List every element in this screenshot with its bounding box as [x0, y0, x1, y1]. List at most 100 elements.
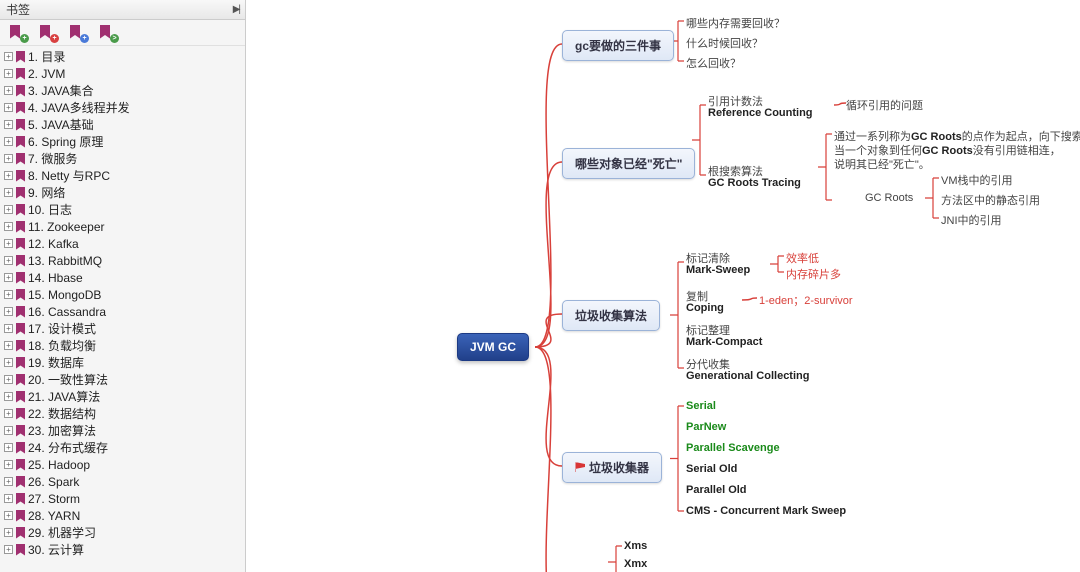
mindmap-text[interactable]: GC Roots	[865, 192, 913, 204]
mindmap-text[interactable]: 哪些内存需要回收？	[686, 15, 785, 31]
bookmark-item[interactable]: +3. JAVA集合	[4, 82, 245, 99]
mindmap-text[interactable]: ParNew	[686, 421, 726, 433]
expand-icon[interactable]: +	[4, 103, 13, 112]
expand-icon[interactable]: +	[4, 324, 13, 333]
mindmap-text[interactable]: 什么时候回收？	[686, 35, 763, 51]
bookmark-item[interactable]: +9. 网络	[4, 184, 245, 201]
bookmark-item[interactable]: +27. Storm	[4, 490, 245, 507]
bookmark-item[interactable]: +20. 一致性算法	[4, 371, 245, 388]
expand-icon[interactable]: +	[4, 443, 13, 452]
expand-icon[interactable]: +	[4, 290, 13, 299]
bookmark-item[interactable]: +4. JAVA多线程并发	[4, 99, 245, 116]
bookmark-ribbon-icon	[16, 374, 25, 386]
bookmark-item[interactable]: +7. 微服务	[4, 150, 245, 167]
mindmap-text[interactable]: GC Roots Tracing	[708, 177, 801, 189]
bookmark-item[interactable]: +28. YARN	[4, 507, 245, 524]
expand-icon[interactable]: +	[4, 86, 13, 95]
expand-icon[interactable]: +	[4, 341, 13, 350]
mindmap-text[interactable]: Reference Counting	[708, 107, 813, 119]
mindmap-canvas[interactable]: JVM GC gc要做的三件事哪些对象已经"死亡" 垃圾收集算法垃圾收集器 哪些内存需…	[246, 0, 1080, 572]
expand-icon[interactable]: +	[4, 528, 13, 537]
bookmark-item[interactable]: +10. 日志	[4, 201, 245, 218]
mindmap-text[interactable]: VM栈中的引用	[941, 172, 1013, 188]
expand-icon[interactable]: +	[4, 205, 13, 214]
expand-icon[interactable]: +	[4, 222, 13, 231]
mindmap-node[interactable]: gc要做的三件事	[562, 30, 674, 61]
mindmap-node[interactable]: 哪些对象已经"死亡"	[562, 148, 695, 179]
mindmap-text[interactable]: Coping	[686, 302, 724, 314]
bookmark-item[interactable]: +30. 云计算	[4, 541, 245, 558]
expand-icon[interactable]: +	[4, 477, 13, 486]
mindmap-text[interactable]: 方法区中的静态引用	[941, 192, 1040, 208]
expand-icon[interactable]: +	[4, 545, 13, 554]
mindmap-node[interactable]: 垃圾收集器	[562, 452, 662, 483]
toolbar-bookmark-icon[interactable]: >	[100, 25, 116, 41]
expand-icon[interactable]: +	[4, 154, 13, 163]
bookmark-ribbon-icon	[16, 544, 25, 556]
bookmark-item[interactable]: +19. 数据库	[4, 354, 245, 371]
expand-icon[interactable]: +	[4, 120, 13, 129]
expand-icon[interactable]: +	[4, 307, 13, 316]
expand-icon[interactable]: +	[4, 409, 13, 418]
mindmap-node[interactable]: 垃圾收集算法	[562, 300, 660, 331]
bookmark-item[interactable]: +25. Hadoop	[4, 456, 245, 473]
bookmark-item[interactable]: +13. RabbitMQ	[4, 252, 245, 269]
expand-icon[interactable]: +	[4, 188, 13, 197]
mindmap-text[interactable]: Serial	[686, 400, 716, 412]
mindmap-text[interactable]: JNI中的引用	[941, 212, 1002, 228]
expand-icon[interactable]: +	[4, 358, 13, 367]
mindmap-text[interactable]: Parallel Scavenge	[686, 442, 780, 454]
expand-icon[interactable]: +	[4, 52, 13, 61]
bookmark-item[interactable]: +12. Kafka	[4, 235, 245, 252]
mindmap-text[interactable]: Mark-Sweep	[686, 264, 750, 276]
mindmap-text[interactable]: Xmx	[624, 558, 647, 570]
expand-icon[interactable]: +	[4, 137, 13, 146]
expand-icon[interactable]: +	[4, 239, 13, 248]
mindmap-text[interactable]: Mark-Compact	[686, 336, 762, 348]
expand-icon[interactable]: +	[4, 375, 13, 384]
mindmap-text[interactable]: 效率低	[786, 250, 819, 266]
bookmark-item[interactable]: +29. 机器学习	[4, 524, 245, 541]
expand-icon[interactable]: +	[4, 494, 13, 503]
mindmap-text[interactable]: Generational Collecting	[686, 370, 809, 382]
expand-icon[interactable]: +	[4, 273, 13, 282]
toolbar-bookmark-icon[interactable]: +	[10, 25, 26, 41]
toolbar-bookmark-icon[interactable]: +	[40, 25, 56, 41]
bookmark-item[interactable]: +23. 加密算法	[4, 422, 245, 439]
expand-icon[interactable]: +	[4, 171, 13, 180]
bookmark-item[interactable]: +22. 数据结构	[4, 405, 245, 422]
mindmap-text[interactable]: 1-eden；2-survivor	[759, 292, 853, 308]
mindmap-root-node[interactable]: JVM GC	[457, 333, 529, 361]
bookmark-item[interactable]: +6. Spring 原理	[4, 133, 245, 150]
mindmap-text[interactable]: 循环引用的问题	[846, 97, 923, 113]
collapse-icon[interactable]: ▶|	[233, 0, 239, 20]
bookmark-item[interactable]: +24. 分布式缓存	[4, 439, 245, 456]
expand-icon[interactable]: +	[4, 460, 13, 469]
expand-icon[interactable]: +	[4, 69, 13, 78]
bookmark-item[interactable]: +1. 目录	[4, 48, 245, 65]
bookmark-item[interactable]: +14. Hbase	[4, 269, 245, 286]
bookmark-item[interactable]: +18. 负载均衡	[4, 337, 245, 354]
bookmark-list[interactable]: +1. 目录+2. JVM+3. JAVA集合+4. JAVA多线程并发+5. …	[0, 46, 245, 572]
expand-icon[interactable]: +	[4, 256, 13, 265]
bookmark-item[interactable]: +8. Netty 与RPC	[4, 167, 245, 184]
expand-icon[interactable]: +	[4, 426, 13, 435]
bookmark-item[interactable]: +11. Zookeeper	[4, 218, 245, 235]
bookmark-item[interactable]: +5. JAVA基础	[4, 116, 245, 133]
mindmap-text[interactable]: Xms	[624, 540, 647, 552]
expand-icon[interactable]: +	[4, 392, 13, 401]
mindmap-text[interactable]: Parallel Old	[686, 484, 747, 496]
expand-icon[interactable]: +	[4, 511, 13, 520]
mindmap-text[interactable]: 内存碎片多	[786, 266, 841, 282]
mindmap-text[interactable]: 怎么回收？	[686, 55, 741, 71]
bookmark-item[interactable]: +2. JVM	[4, 65, 245, 82]
bookmark-item[interactable]: +15. MongoDB	[4, 286, 245, 303]
bookmark-item[interactable]: +21. JAVA算法	[4, 388, 245, 405]
mindmap-text[interactable]: 说明其已经"死亡"。	[834, 156, 930, 172]
mindmap-text[interactable]: CMS - Concurrent Mark Sweep	[686, 505, 846, 517]
toolbar-bookmark-icon[interactable]: +	[70, 25, 86, 41]
bookmark-item[interactable]: +16. Cassandra	[4, 303, 245, 320]
bookmark-item[interactable]: +17. 设计模式	[4, 320, 245, 337]
mindmap-text[interactable]: Serial Old	[686, 463, 737, 475]
bookmark-item[interactable]: +26. Spark	[4, 473, 245, 490]
